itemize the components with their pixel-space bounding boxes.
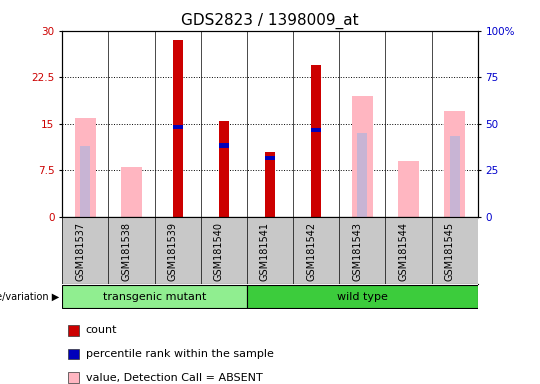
Text: GSM181541: GSM181541 — [260, 222, 270, 281]
Bar — [311, 65, 321, 217]
Text: count: count — [86, 325, 117, 335]
Text: GSM181539: GSM181539 — [167, 222, 178, 281]
FancyBboxPatch shape — [247, 285, 478, 308]
Text: GSM181544: GSM181544 — [399, 222, 409, 281]
Title: GDS2823 / 1398009_at: GDS2823 / 1398009_at — [181, 13, 359, 29]
Text: GSM181542: GSM181542 — [306, 222, 316, 281]
FancyBboxPatch shape — [62, 285, 247, 308]
Bar — [398, 161, 419, 217]
Bar — [75, 118, 96, 217]
Bar — [265, 152, 275, 217]
Bar — [172, 40, 183, 217]
Text: GSM181545: GSM181545 — [445, 222, 455, 281]
Bar — [219, 143, 229, 148]
Text: GSM181543: GSM181543 — [353, 222, 362, 281]
Text: value, Detection Call = ABSENT: value, Detection Call = ABSENT — [86, 373, 262, 383]
Text: GSM181538: GSM181538 — [122, 222, 131, 281]
Text: transgenic mutant: transgenic mutant — [103, 291, 206, 302]
Text: genotype/variation ▶: genotype/variation ▶ — [0, 291, 59, 302]
Bar — [219, 121, 229, 217]
Bar — [80, 146, 90, 217]
Bar — [265, 156, 275, 160]
Bar — [357, 133, 368, 217]
Bar — [121, 167, 142, 217]
Bar — [311, 128, 321, 132]
Bar — [444, 111, 465, 217]
Bar — [352, 96, 373, 217]
Text: GSM181537: GSM181537 — [75, 222, 85, 281]
Text: percentile rank within the sample: percentile rank within the sample — [86, 349, 274, 359]
Text: GSM181540: GSM181540 — [214, 222, 224, 281]
Bar — [450, 136, 460, 217]
Text: wild type: wild type — [337, 291, 388, 302]
Bar — [172, 125, 183, 129]
